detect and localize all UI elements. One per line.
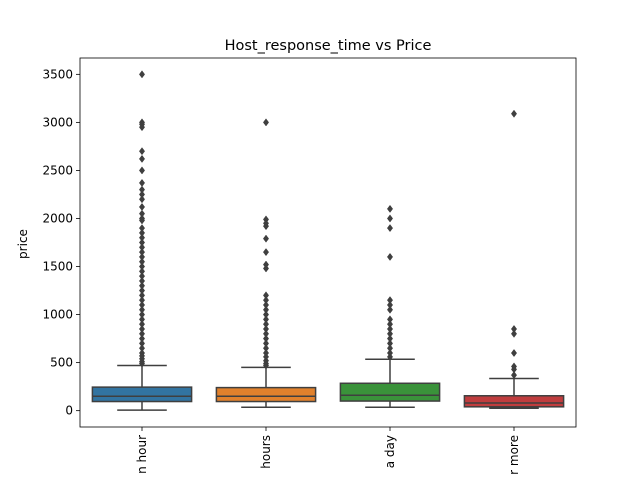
- outlier-point: [386, 352, 394, 361]
- y-tick-label: 1000: [42, 308, 73, 322]
- x-tick-label: a day: [383, 435, 397, 468]
- outlier-point: [386, 204, 394, 213]
- outlier-point: [262, 361, 270, 370]
- outlier-point: [138, 70, 146, 79]
- box-3: [339, 382, 441, 402]
- outlier-point: [138, 154, 146, 163]
- y-tick-label: 3000: [42, 115, 73, 129]
- outlier-point: [138, 123, 146, 132]
- outlier-point: [138, 147, 146, 156]
- outlier-point: [138, 359, 146, 368]
- outlier-point: [510, 348, 518, 358]
- outlier-point: [138, 202, 146, 211]
- chart-title: Host_response_time vs Price: [225, 38, 432, 54]
- box-2: [215, 386, 317, 403]
- y-tick-label: 500: [50, 356, 73, 370]
- outlier-point: [386, 224, 394, 233]
- y-tick-label: 1500: [42, 260, 73, 274]
- outlier-point: [138, 216, 146, 225]
- outlier-point: [386, 305, 394, 314]
- outlier-point: [262, 248, 270, 257]
- outlier-point: [510, 371, 518, 380]
- outlier-point: [510, 329, 518, 338]
- outlier-point: [262, 222, 270, 231]
- plot-area: 0 500 1000 1500 2000 2500 3000 3500 n hour hours a…: [42, 57, 577, 475]
- outlier-point: [262, 118, 270, 127]
- x-tick-label: hours: [259, 435, 273, 469]
- y-tick-label: 0: [65, 404, 73, 418]
- box-1: [91, 386, 193, 403]
- outlier-point: [262, 234, 270, 243]
- y-tick-label: 3500: [42, 67, 73, 81]
- y-axis-label: price: [16, 229, 30, 259]
- outlier-point: [138, 195, 146, 204]
- outlier-point: [386, 214, 394, 223]
- x-tick-label: n hour: [135, 435, 149, 474]
- axes-frame: [79, 57, 577, 428]
- outlier-point: [138, 178, 146, 187]
- box-4: [463, 395, 565, 408]
- y-tick-label: 2000: [42, 211, 73, 225]
- outlier-point: [262, 264, 270, 273]
- outlier-point: [510, 109, 518, 118]
- y-tick-label: 2500: [42, 163, 73, 177]
- outlier-point: [386, 252, 394, 261]
- outlier-point: [138, 166, 146, 175]
- x-tick-label: r more: [507, 435, 521, 475]
